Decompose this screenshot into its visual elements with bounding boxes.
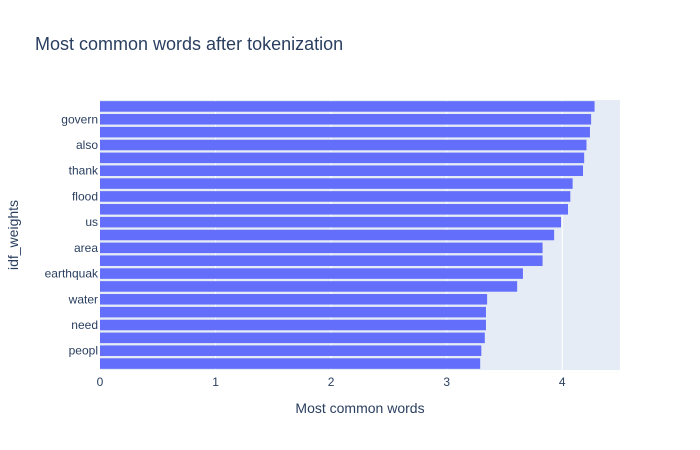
bar <box>100 281 518 292</box>
y-tick-labels: peopl need water earthquak area us flood thank a… <box>45 112 99 357</box>
bar <box>100 204 568 215</box>
x-tick-label: 2 <box>328 375 335 389</box>
y-tick-label: also <box>76 138 98 152</box>
bar <box>100 306 486 318</box>
bar <box>100 152 585 164</box>
y-tick-label: govern <box>61 112 98 126</box>
bar <box>100 319 486 331</box>
bar <box>100 358 481 369</box>
bar <box>100 191 571 202</box>
y-axis-title: idf_weights <box>5 200 21 270</box>
bar <box>100 229 555 241</box>
bar <box>100 126 590 138</box>
bar <box>100 345 482 356</box>
y-tick-label: flood <box>72 189 98 203</box>
bar <box>100 101 595 112</box>
bar <box>100 114 592 125</box>
y-tick-label: thank <box>69 164 99 178</box>
bar <box>100 332 485 344</box>
y-tick-label: area <box>74 241 98 255</box>
bar <box>100 139 587 151</box>
y-tick-label: peopl <box>69 344 98 358</box>
x-tick-labels: 0 1 2 3 4 <box>97 375 566 389</box>
x-tick-label: 3 <box>443 375 450 389</box>
bar <box>100 216 562 228</box>
x-tick-label: 4 <box>559 375 566 389</box>
y-tick-label: earthquak <box>45 267 99 281</box>
bar <box>100 178 573 189</box>
bars <box>100 101 595 369</box>
y-tick-label: us <box>85 215 98 229</box>
chart-title: Most common words after tokenization <box>35 34 343 54</box>
bar <box>100 268 523 279</box>
bar <box>100 255 543 266</box>
x-tick-label: 1 <box>212 375 219 389</box>
bar <box>100 294 488 305</box>
bar <box>100 242 543 254</box>
y-tick-label: need <box>71 318 98 332</box>
x-tick-label: 0 <box>97 375 104 389</box>
bar <box>100 165 584 176</box>
x-axis-title: Most common words <box>295 400 424 416</box>
y-tick-label: water <box>68 292 98 306</box>
